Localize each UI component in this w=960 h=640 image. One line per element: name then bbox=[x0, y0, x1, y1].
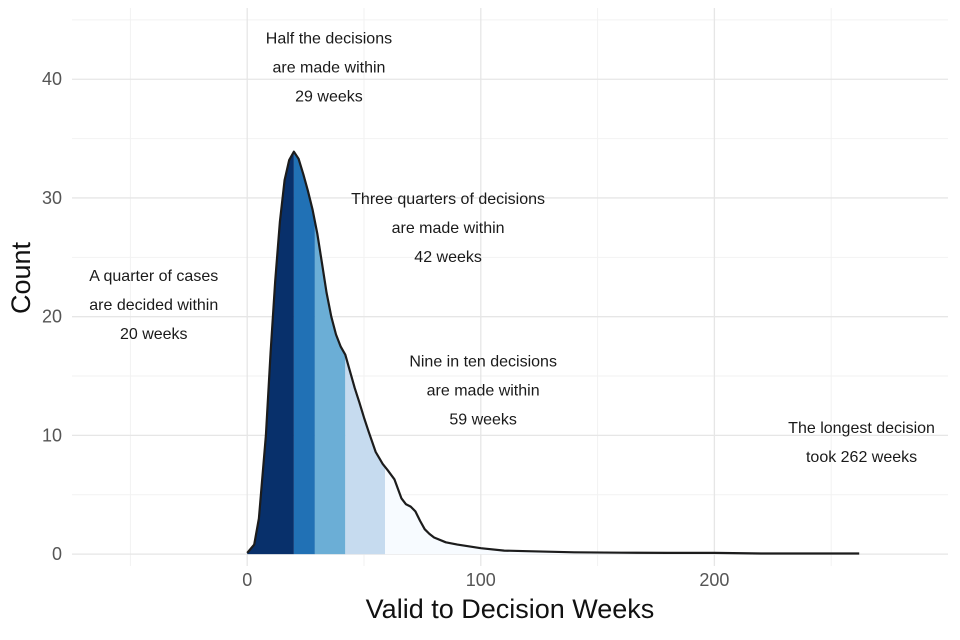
band-75th-percentile bbox=[314, 221, 346, 555]
annotation-line: took 262 weeks bbox=[806, 449, 917, 466]
y-tick-label: 30 bbox=[42, 188, 62, 208]
x-axis-ticks: 0 100 200 bbox=[242, 570, 729, 590]
annotation-line: Nine in ten decisions bbox=[409, 354, 557, 371]
annotation-line: 59 weeks bbox=[449, 412, 517, 429]
annotation-line: The longest decision bbox=[788, 420, 935, 437]
y-axis-ticks: 0 10 20 30 40 bbox=[42, 69, 62, 564]
x-tick-label: 100 bbox=[466, 570, 496, 590]
band-90th-percentile bbox=[345, 354, 385, 555]
annotation-line: are decided within bbox=[89, 297, 218, 314]
annotation-longest: The longest decision took 262 weeks bbox=[788, 420, 935, 466]
grid bbox=[72, 8, 948, 566]
annotation-line: 20 weeks bbox=[120, 326, 188, 343]
band-maximum bbox=[385, 466, 860, 555]
x-axis-title: Valid to Decision Weeks bbox=[366, 594, 655, 624]
annotation-nine-in-ten: Nine in ten decisions are made within 59 w… bbox=[409, 354, 557, 429]
x-tick-label: 200 bbox=[699, 570, 729, 590]
annotation-line: 29 weeks bbox=[295, 89, 363, 106]
y-tick-label: 10 bbox=[42, 425, 62, 445]
y-tick-label: 40 bbox=[42, 69, 62, 89]
annotation-quarter: A quarter of cases are decided within 20 w… bbox=[89, 268, 218, 343]
y-axis-title: Count bbox=[6, 241, 36, 314]
annotation-three-quarters: Three quarters of decisions are made with… bbox=[351, 191, 545, 266]
annotations: A quarter of cases are decided within 20 w… bbox=[89, 31, 935, 466]
annotation-line: are made within bbox=[392, 220, 505, 237]
x-tick-label: 0 bbox=[242, 570, 252, 590]
annotation-line: 42 weeks bbox=[414, 249, 482, 266]
y-tick-label: 20 bbox=[42, 307, 62, 327]
annotation-line: Three quarters of decisions bbox=[351, 191, 545, 208]
percentile-bands bbox=[247, 151, 860, 555]
band-25th-percentile bbox=[247, 151, 294, 555]
annotation-line: are made within bbox=[427, 383, 540, 400]
annotation-line: Half the decisions bbox=[266, 31, 392, 48]
density-curve-group bbox=[246, 150, 860, 555]
band-50th-percentile bbox=[293, 151, 315, 555]
annotation-line: are made within bbox=[272, 60, 385, 77]
y-tick-label: 0 bbox=[52, 544, 62, 564]
annotation-half: Half the decisions are made within 29 week… bbox=[266, 31, 392, 106]
annotation-line: A quarter of cases bbox=[89, 268, 218, 285]
density-curve bbox=[246, 150, 860, 555]
